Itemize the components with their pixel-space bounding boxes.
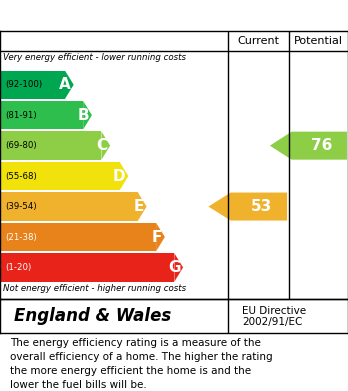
- Text: B: B: [78, 108, 89, 123]
- Polygon shape: [101, 131, 110, 160]
- Text: A: A: [59, 77, 71, 92]
- Text: (21-38): (21-38): [5, 233, 37, 242]
- Text: F: F: [152, 230, 162, 244]
- Polygon shape: [174, 253, 183, 282]
- Bar: [0, 131, 101, 160]
- Text: Potential: Potential: [294, 36, 343, 46]
- Bar: [0, 162, 120, 190]
- Text: (81-91): (81-91): [5, 111, 37, 120]
- Bar: [0, 253, 174, 282]
- Text: (39-54): (39-54): [5, 202, 37, 211]
- Polygon shape: [270, 132, 347, 160]
- Polygon shape: [156, 223, 165, 251]
- Text: (1-20): (1-20): [5, 263, 31, 272]
- Text: D: D: [113, 169, 126, 184]
- Text: C: C: [96, 138, 107, 153]
- Text: (55-68): (55-68): [5, 172, 37, 181]
- Bar: [0, 223, 156, 251]
- Polygon shape: [120, 162, 128, 190]
- Bar: [0, 101, 83, 129]
- Polygon shape: [138, 192, 147, 221]
- Bar: [0, 192, 138, 221]
- Text: Energy Efficiency Rating: Energy Efficiency Rating: [14, 7, 243, 25]
- Text: (69-80): (69-80): [5, 141, 37, 150]
- Text: 53: 53: [251, 199, 272, 214]
- Text: 76: 76: [311, 138, 332, 153]
- Polygon shape: [83, 101, 92, 129]
- Text: Current: Current: [237, 36, 279, 46]
- Text: England & Wales: England & Wales: [14, 307, 171, 325]
- Text: E: E: [133, 199, 144, 214]
- Text: G: G: [168, 260, 180, 275]
- Text: Very energy efficient - lower running costs: Very energy efficient - lower running co…: [3, 53, 187, 62]
- Text: The energy efficiency rating is a measure of the
overall efficiency of a home. T: The energy efficiency rating is a measur…: [10, 338, 273, 390]
- Polygon shape: [65, 71, 74, 99]
- Text: EU Directive: EU Directive: [242, 306, 306, 316]
- Bar: [0, 71, 65, 99]
- Text: 2002/91/EC: 2002/91/EC: [242, 317, 302, 327]
- Polygon shape: [208, 192, 287, 221]
- Text: (92-100): (92-100): [5, 80, 42, 89]
- Text: Not energy efficient - higher running costs: Not energy efficient - higher running co…: [3, 284, 187, 293]
